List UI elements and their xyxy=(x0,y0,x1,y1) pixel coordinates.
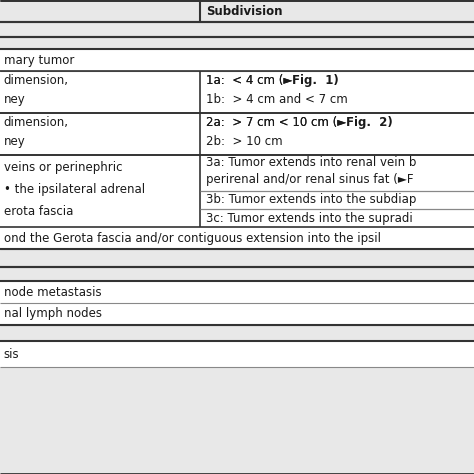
Bar xyxy=(0,22,474,37)
Text: dimension,: dimension, xyxy=(4,116,69,129)
Text: perirenal and/or renal sinus fat (►F: perirenal and/or renal sinus fat (►F xyxy=(206,173,413,186)
Text: 2b:  > 10 cm: 2b: > 10 cm xyxy=(206,135,283,148)
Text: sis: sis xyxy=(4,347,19,361)
Text: 1a:  < 4 cm (►: 1a: < 4 cm (► xyxy=(206,74,292,87)
Bar xyxy=(0,267,474,281)
Bar xyxy=(0,281,474,303)
Text: mary tumor: mary tumor xyxy=(4,54,74,66)
Bar xyxy=(0,49,474,71)
Text: veins or perinephric: veins or perinephric xyxy=(4,162,122,174)
Text: 1a:  < 4 cm (►: 1a: < 4 cm (► xyxy=(206,74,292,87)
Bar xyxy=(0,0,474,22)
Bar xyxy=(0,22,474,37)
Bar xyxy=(0,37,474,49)
Bar xyxy=(0,227,474,249)
Text: 2a:  > 7 cm < 10 cm (►: 2a: > 7 cm < 10 cm (► xyxy=(206,116,346,129)
Text: Subdivision: Subdivision xyxy=(206,4,282,18)
Text: 1a:  < 4 cm (►: 1a: < 4 cm (► xyxy=(0,473,1,474)
Bar xyxy=(0,113,474,155)
Bar xyxy=(0,341,474,367)
Bar xyxy=(0,249,474,267)
Bar xyxy=(0,325,474,341)
Text: Fig.  1): Fig. 1) xyxy=(292,74,339,87)
Text: dimension,: dimension, xyxy=(4,74,69,87)
Text: ond the Gerota fascia and/or contiguous extension into the ipsil: ond the Gerota fascia and/or contiguous … xyxy=(4,231,381,245)
Bar xyxy=(0,155,474,227)
Bar xyxy=(0,0,474,22)
Text: 2a:  > 7 cm < 10 cm (►: 2a: > 7 cm < 10 cm (► xyxy=(0,473,1,474)
Bar xyxy=(0,249,474,267)
Text: 3c: Tumor extends into the supradi: 3c: Tumor extends into the supradi xyxy=(206,211,412,225)
Text: • the ipsilateral adrenal: • the ipsilateral adrenal xyxy=(4,183,145,196)
Bar xyxy=(0,281,474,303)
Text: ney: ney xyxy=(4,135,26,148)
Bar xyxy=(0,37,474,49)
Text: 2a:  > 7 cm < 10 cm (►: 2a: > 7 cm < 10 cm (► xyxy=(206,116,346,129)
Text: ney: ney xyxy=(4,93,26,106)
Bar xyxy=(0,227,474,249)
Bar xyxy=(0,113,474,155)
Text: erota fascia: erota fascia xyxy=(4,205,73,218)
Bar xyxy=(0,267,474,281)
Text: 3a: Tumor extends into renal vein b: 3a: Tumor extends into renal vein b xyxy=(206,156,416,169)
Bar xyxy=(0,303,474,325)
Bar xyxy=(0,49,474,71)
Text: 1b:  > 4 cm and < 7 cm: 1b: > 4 cm and < 7 cm xyxy=(206,93,347,106)
Text: 3b: Tumor extends into the subdiap: 3b: Tumor extends into the subdiap xyxy=(206,193,416,207)
Bar xyxy=(0,71,474,113)
Bar xyxy=(0,303,474,325)
Text: Fig.  2): Fig. 2) xyxy=(346,116,393,129)
Text: node metastasis: node metastasis xyxy=(4,285,101,299)
Bar xyxy=(0,71,474,113)
Bar xyxy=(0,155,474,227)
Text: nal lymph nodes: nal lymph nodes xyxy=(4,308,102,320)
Bar xyxy=(0,325,474,341)
Bar xyxy=(0,341,474,367)
